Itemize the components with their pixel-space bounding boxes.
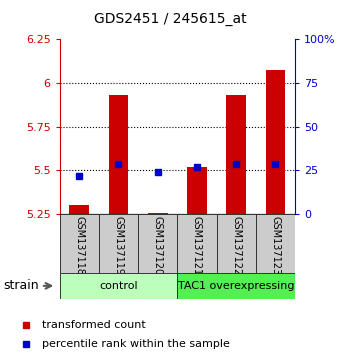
Bar: [177, 273, 295, 299]
Bar: [60, 214, 99, 273]
Text: GSM137123: GSM137123: [270, 216, 280, 275]
Bar: [187, 167, 207, 214]
Text: percentile rank within the sample: percentile rank within the sample: [42, 339, 230, 349]
Text: GSM137121: GSM137121: [192, 216, 202, 275]
Bar: [266, 70, 285, 214]
Bar: [99, 214, 138, 273]
Bar: [148, 213, 167, 214]
Bar: [256, 214, 295, 273]
Text: control: control: [99, 281, 138, 291]
Bar: [70, 205, 89, 214]
Text: GSM137122: GSM137122: [231, 216, 241, 275]
Bar: [226, 95, 246, 214]
Text: GSM137118: GSM137118: [74, 216, 84, 275]
Text: TAC1 overexpressing: TAC1 overexpressing: [178, 281, 294, 291]
Bar: [177, 214, 217, 273]
Bar: [60, 273, 177, 299]
Bar: [109, 95, 128, 214]
Text: GSM137120: GSM137120: [153, 216, 163, 275]
Text: transformed count: transformed count: [42, 320, 146, 330]
Text: GSM137119: GSM137119: [114, 216, 123, 275]
Text: GDS2451 / 245615_at: GDS2451 / 245615_at: [94, 12, 247, 27]
Bar: [217, 214, 256, 273]
Bar: [138, 214, 177, 273]
Text: strain: strain: [3, 279, 39, 292]
